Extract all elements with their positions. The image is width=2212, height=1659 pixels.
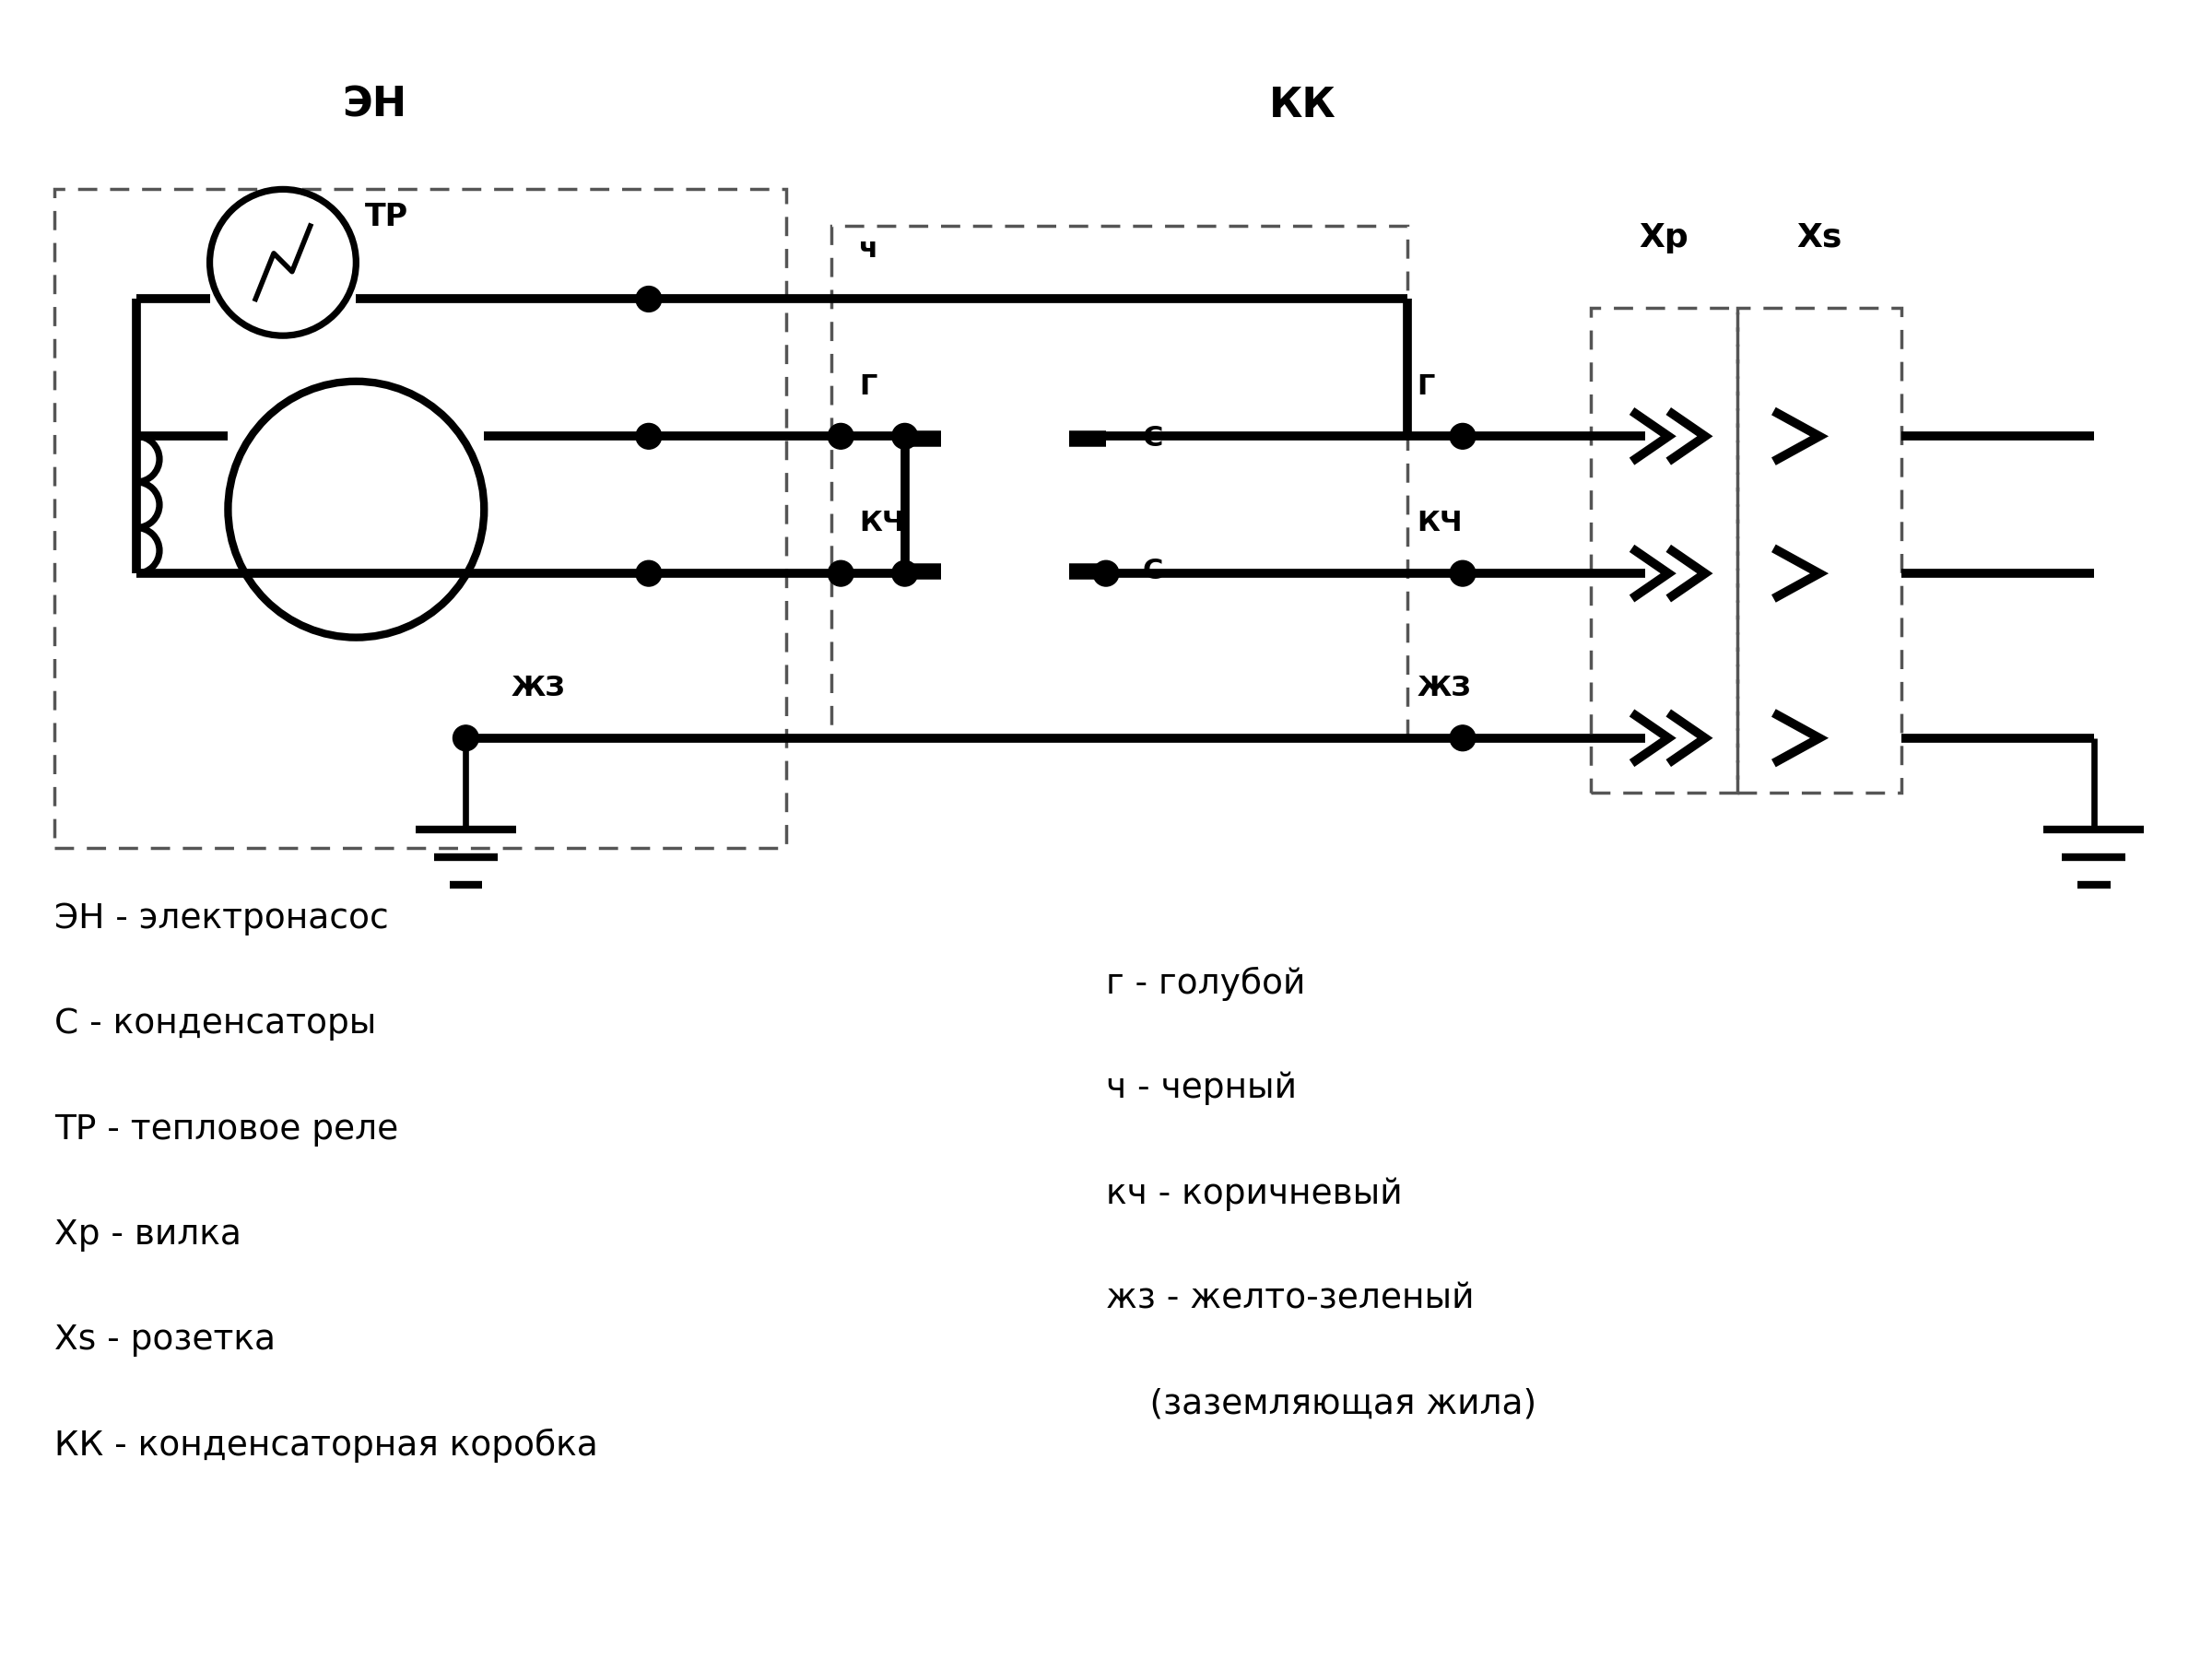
Text: жз - желто-зеленый: жз - желто-зеленый: [1106, 1282, 1473, 1316]
Circle shape: [453, 725, 478, 752]
Circle shape: [635, 423, 661, 450]
Text: (заземляющая жила): (заземляющая жила): [1106, 1387, 1537, 1420]
Text: Xs - розетка: Xs - розетка: [55, 1324, 276, 1357]
Text: Г: Г: [1418, 373, 1436, 400]
Text: Хр - вилка: Хр - вилка: [55, 1218, 241, 1251]
Circle shape: [1449, 423, 1475, 450]
Text: ч - черный: ч - черный: [1106, 1072, 1296, 1105]
Text: КК: КК: [1270, 86, 1336, 126]
Text: КЧ: КЧ: [1418, 509, 1462, 538]
Bar: [1736, 309, 1902, 793]
Circle shape: [891, 423, 918, 450]
Bar: [832, 226, 1407, 738]
Text: ЖЗ: ЖЗ: [1418, 675, 1471, 702]
Text: КК - конденсаторная коробка: КК - конденсаторная коробка: [55, 1428, 597, 1463]
Circle shape: [827, 423, 854, 450]
Text: ТР: ТР: [365, 201, 409, 232]
Text: КЧ: КЧ: [858, 509, 905, 538]
Text: кч - коричневый: кч - коричневый: [1106, 1176, 1402, 1211]
Text: Xs: Xs: [1796, 222, 1843, 254]
Circle shape: [635, 561, 661, 586]
Text: С: С: [1144, 425, 1164, 451]
Bar: [55, 189, 785, 848]
Text: ч: ч: [858, 236, 878, 262]
Text: ЭН: ЭН: [343, 86, 407, 126]
Text: С: С: [1144, 557, 1164, 584]
Circle shape: [891, 561, 918, 586]
Bar: [1590, 309, 1736, 793]
Circle shape: [635, 287, 661, 312]
Text: г - голубой: г - голубой: [1106, 967, 1305, 1000]
Circle shape: [1449, 725, 1475, 752]
Text: С - конденсаторы: С - конденсаторы: [55, 1007, 376, 1040]
Text: ЭН - электронасос: ЭН - электронасос: [55, 902, 389, 936]
Circle shape: [1449, 561, 1475, 586]
Circle shape: [1093, 561, 1119, 586]
Circle shape: [827, 561, 854, 586]
Text: Г: Г: [858, 373, 876, 400]
Text: Хр: Хр: [1639, 222, 1688, 254]
Text: ЖЗ: ЖЗ: [511, 675, 566, 702]
Text: ТР - тепловое реле: ТР - тепловое реле: [55, 1113, 398, 1146]
